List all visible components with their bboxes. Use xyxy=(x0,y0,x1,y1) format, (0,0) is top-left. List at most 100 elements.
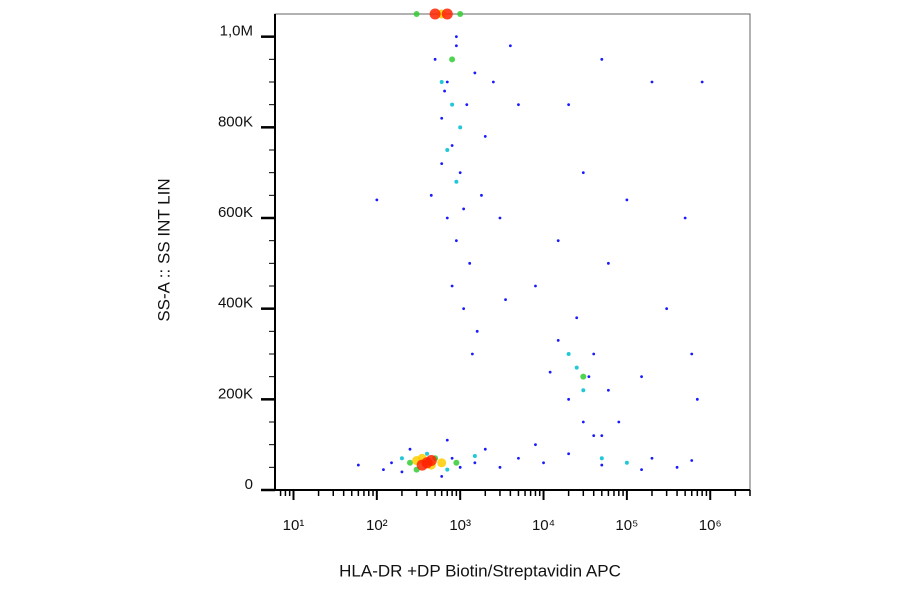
y-tick-label: 800K xyxy=(218,113,253,130)
data-point xyxy=(458,465,462,469)
data-point xyxy=(425,451,430,456)
data-point xyxy=(440,162,444,166)
y-axis-title: SS-A :: SS INT LIN xyxy=(154,178,173,321)
data-point xyxy=(454,179,459,184)
data-point xyxy=(606,388,610,392)
data-point xyxy=(504,298,507,301)
data-point xyxy=(440,475,444,478)
data-point xyxy=(600,434,604,437)
data-point xyxy=(400,470,404,474)
data-point xyxy=(450,144,454,147)
data-point xyxy=(454,44,458,48)
data-point xyxy=(473,71,477,75)
data-point xyxy=(498,216,502,220)
data-point xyxy=(581,420,585,424)
data-point xyxy=(413,11,420,17)
x-axis-title: HLA-DR +DP Biotin/Streptavidin APC xyxy=(339,561,621,580)
data-point xyxy=(556,339,560,342)
data-point xyxy=(617,420,621,424)
data-point xyxy=(445,148,450,152)
data-point xyxy=(445,467,450,472)
data-point xyxy=(429,8,441,20)
data-point xyxy=(690,352,694,356)
data-point xyxy=(498,465,502,469)
data-point xyxy=(465,103,469,107)
data-point xyxy=(587,375,591,379)
data-point xyxy=(640,468,643,471)
data-point xyxy=(382,468,385,471)
data-point xyxy=(600,463,604,467)
data-point xyxy=(574,365,579,370)
data-point xyxy=(480,193,483,197)
y-tick-label: 600K xyxy=(218,204,253,221)
y-tick-label: 1,0M xyxy=(220,23,253,40)
data-point xyxy=(567,103,571,107)
data-point xyxy=(517,103,520,107)
data-point xyxy=(624,460,629,465)
data-point xyxy=(449,56,456,63)
data-point xyxy=(690,459,694,462)
data-point xyxy=(445,216,449,220)
y-tick-label: 400K xyxy=(218,295,253,312)
data-point xyxy=(445,80,449,84)
data-point xyxy=(468,261,472,265)
data-point xyxy=(556,239,560,243)
y-tick-label: 0 xyxy=(245,476,253,493)
data-point xyxy=(592,434,596,437)
data-point xyxy=(534,284,537,288)
data-point xyxy=(453,459,460,466)
data-point xyxy=(470,352,474,356)
data-point xyxy=(454,239,458,243)
data-point xyxy=(445,438,449,442)
data-point xyxy=(454,35,458,39)
data-point xyxy=(491,80,495,84)
data-point xyxy=(458,125,463,130)
data-point xyxy=(475,329,479,333)
data-point xyxy=(508,44,512,48)
data-point xyxy=(580,373,587,380)
data-point xyxy=(408,447,412,451)
data-point xyxy=(462,307,466,311)
data-point xyxy=(473,461,477,465)
data-point xyxy=(581,171,585,175)
data-point xyxy=(581,388,586,393)
data-point xyxy=(665,307,669,311)
data-point xyxy=(450,456,454,460)
data-point xyxy=(483,447,487,451)
data-point xyxy=(425,455,437,467)
data-point xyxy=(548,370,552,374)
data-point xyxy=(700,80,704,84)
data-point xyxy=(437,458,447,468)
data-point xyxy=(458,171,462,175)
data-point xyxy=(390,461,393,465)
data-point xyxy=(592,352,596,356)
data-point xyxy=(517,456,520,460)
x-tick-label: 10⁴ xyxy=(532,517,555,534)
x-tick-label: 10³ xyxy=(449,517,471,534)
data-point xyxy=(567,397,571,401)
data-point xyxy=(567,452,571,456)
data-point xyxy=(534,443,537,447)
y-tick-label: 200K xyxy=(218,385,253,402)
data-point xyxy=(462,207,466,211)
data-point xyxy=(566,352,571,356)
data-point xyxy=(441,8,453,20)
data-point xyxy=(407,459,414,466)
data-point xyxy=(440,116,444,120)
data-point xyxy=(450,284,454,288)
data-point xyxy=(625,198,629,202)
x-tick-label: 10⁵ xyxy=(615,517,638,534)
data-point xyxy=(542,461,545,465)
x-tick-label: 10⁶ xyxy=(699,517,722,534)
data-point xyxy=(443,89,446,93)
data-point xyxy=(450,102,455,107)
data-point xyxy=(575,316,579,320)
data-point xyxy=(675,465,679,469)
data-point xyxy=(356,463,360,467)
data-point xyxy=(483,135,487,138)
data-point xyxy=(472,454,477,458)
data-point xyxy=(599,456,604,461)
data-point xyxy=(457,11,464,17)
data-point xyxy=(439,80,444,84)
data-point xyxy=(433,57,437,61)
